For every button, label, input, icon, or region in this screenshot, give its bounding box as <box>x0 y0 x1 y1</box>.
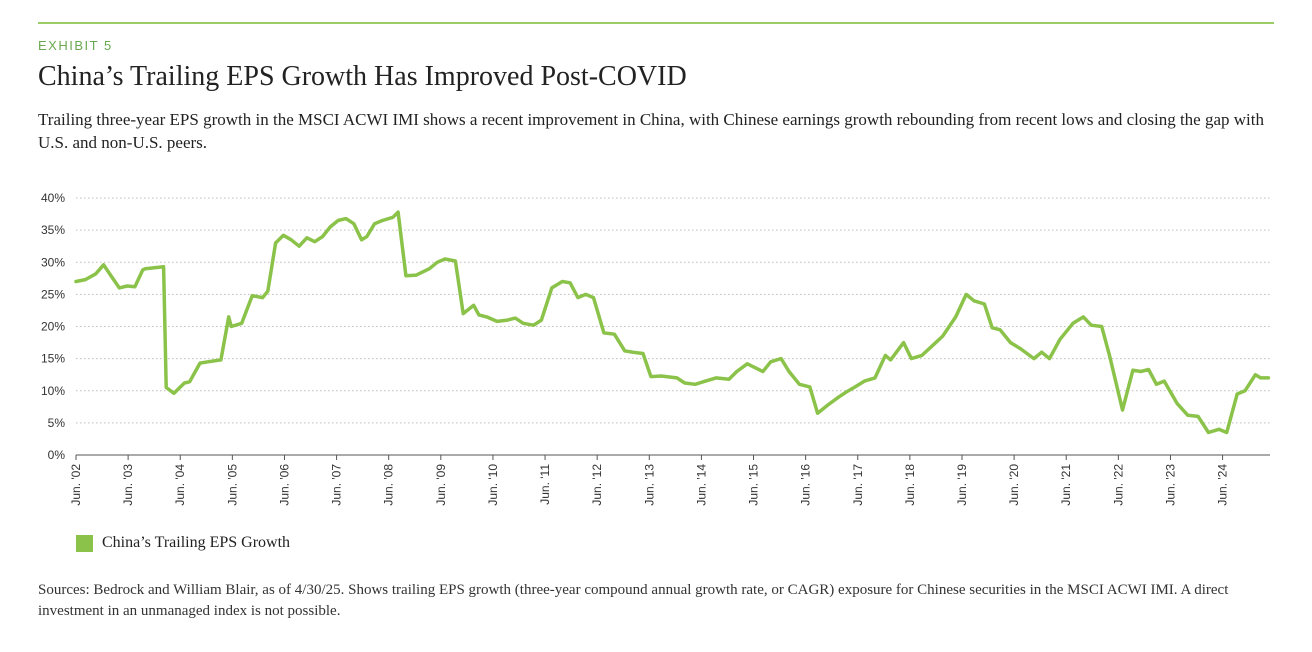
x-tick-label: Jun. '14 <box>694 464 708 506</box>
x-tick-label: Jun. '16 <box>799 464 813 506</box>
y-tick-label: 20% <box>41 320 65 334</box>
x-tick-label: Jun. '11 <box>538 464 552 505</box>
x-tick-label: Jun. '08 <box>382 464 396 506</box>
y-tick-label: 10% <box>41 384 65 398</box>
gridlines <box>76 197 1270 424</box>
legend-label: China’s Trailing EPS Growth <box>102 534 291 551</box>
x-tick-label: Jun. '02 <box>69 464 83 506</box>
chart-subtitle: Trailing three-year EPS growth in the MS… <box>38 110 1264 152</box>
y-tick-label: 5% <box>48 416 66 430</box>
chart-title: China’s Trailing EPS Growth Has Improved… <box>38 61 687 92</box>
x-tick-label: Jun. '24 <box>1216 464 1230 506</box>
x-tick-label: Jun. '05 <box>225 464 239 506</box>
legend: China’s Trailing EPS Growth <box>76 534 290 552</box>
x-tick-label: Jun. '15 <box>747 464 761 506</box>
x-tick-label: Jun. '19 <box>955 464 969 506</box>
top-rule <box>38 22 1274 24</box>
sources-note: Sources: Bedrock and William Blair, as o… <box>38 582 1229 619</box>
x-tick-label: Jun. '20 <box>1007 464 1021 506</box>
y-tick-label: 15% <box>41 352 65 366</box>
y-axis-ticks: 0% 5% 10% 15% 20% 25% 30% 35% 40% <box>41 191 65 462</box>
x-tick-label: Jun. '22 <box>1111 464 1125 506</box>
series-line <box>74 210 1271 435</box>
x-tick-label: Jun. '06 <box>277 464 291 506</box>
x-tick-label: Jun. '17 <box>851 464 865 506</box>
y-tick-label: 0% <box>48 448 66 462</box>
x-tick-label: Jun. '12 <box>590 464 604 506</box>
line-chart: 0%5%10%15%20%25%30%35%40% Jun. '02 Jun. '… <box>41 191 1271 506</box>
y-tick-label: 30% <box>41 255 65 269</box>
y-tick-label: 40% <box>41 191 65 205</box>
x-axis-ticks: Jun. '02 Jun. '03 Jun. '04 Jun. '05 Jun. '06… <box>69 455 1230 506</box>
x-tick-label: Jun. '03 <box>121 464 135 506</box>
x-tick-label: Jun. '07 <box>330 464 344 506</box>
x-tick-label: Jun. '09 <box>434 464 448 506</box>
x-tick-label: Jun. '13 <box>642 464 656 506</box>
legend-swatch <box>76 534 93 552</box>
x-tick-label: Jun. '18 <box>903 464 917 506</box>
x-tick-label: Jun. '04 <box>173 464 187 506</box>
series-group <box>74 210 1271 435</box>
y-tick-label: 35% <box>41 223 65 237</box>
x-tick-label: Jun. '23 <box>1163 464 1177 506</box>
exhibit-label: EXHIBIT 5 <box>38 38 113 53</box>
x-tick-label: Jun. '21 <box>1059 464 1073 506</box>
y-tick-label: 25% <box>41 287 65 301</box>
x-tick-label: Jun. '10 <box>486 464 500 506</box>
